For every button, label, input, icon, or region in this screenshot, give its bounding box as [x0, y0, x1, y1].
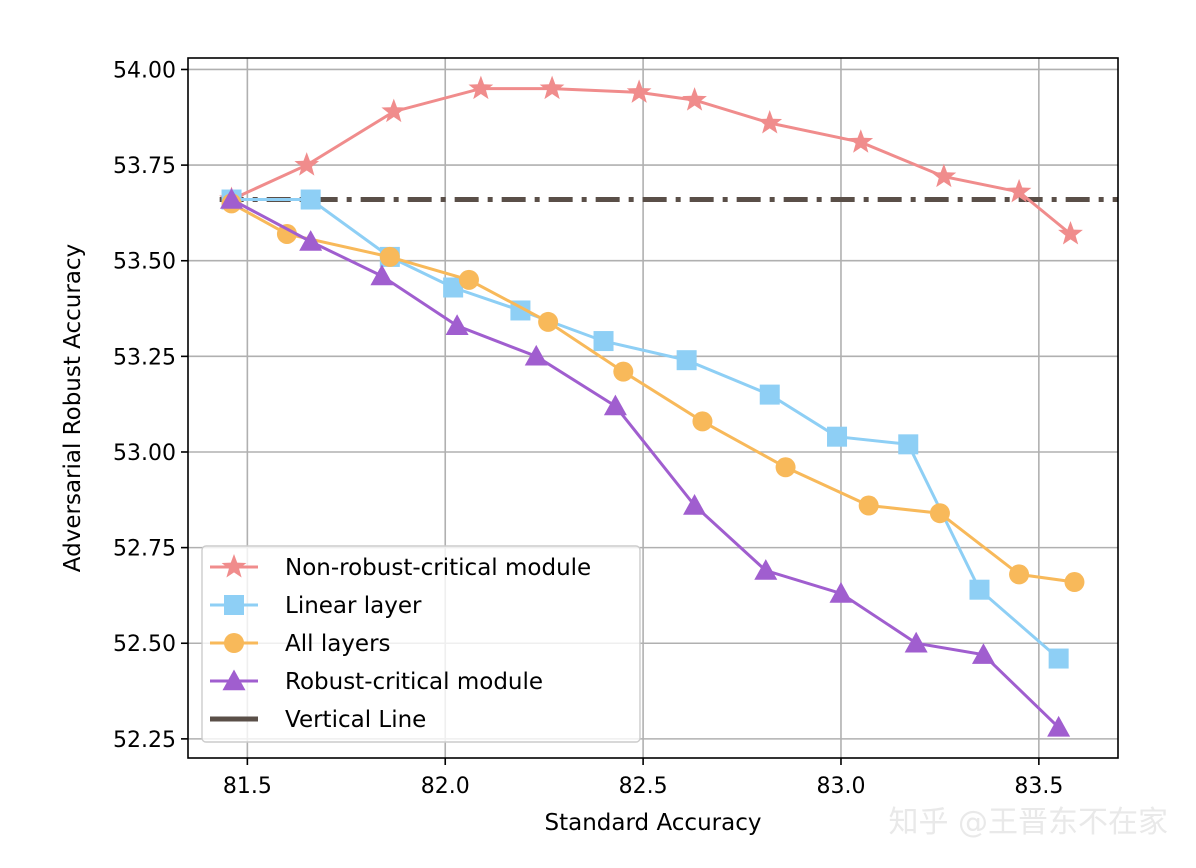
data-point [757, 110, 783, 134]
data-point [1064, 572, 1085, 593]
legend-marker [221, 554, 247, 578]
data-point [294, 152, 320, 176]
x-tick-label: 83.5 [1014, 774, 1063, 799]
y-ticks: 52.25 52.50 52.75 53.00 53.25 53.50 53.75 54.00 [113, 58, 188, 753]
y-tick-label: 52.50 [113, 632, 176, 657]
series-line [230, 202, 1075, 584]
data-point [1006, 178, 1032, 203]
series-triangle [220, 188, 1071, 737]
data-point [593, 331, 614, 352]
legend-frame [201, 545, 641, 743]
legend-marker [222, 669, 246, 691]
data-point [276, 223, 297, 244]
data-point [445, 314, 469, 335]
legend-marker [224, 595, 244, 615]
data-point [603, 394, 627, 416]
legend-label: Linear layer [285, 593, 422, 619]
legend-label: Non-robust-critical module [285, 555, 591, 581]
data-point [370, 264, 394, 286]
data-point [468, 75, 494, 100]
data-point [539, 75, 565, 100]
x-tick-label: 82.0 [421, 774, 470, 799]
data-point [1048, 648, 1069, 669]
x-axis-label: Standard Accuracy [545, 810, 762, 836]
data-point [848, 129, 874, 153]
y-tick-label: 53.50 [113, 250, 176, 275]
x-ticks: 81.5 82.0 82.5 83.0 83.5 [223, 758, 1063, 799]
series-star [219, 75, 1083, 245]
data-point [754, 559, 778, 580]
series-line [230, 198, 1060, 729]
data-point [300, 189, 321, 210]
data-point [971, 643, 995, 664]
data-point [682, 87, 707, 111]
data-point [1047, 715, 1071, 737]
data-point [931, 163, 957, 188]
y-tick-label: 53.00 [113, 441, 176, 466]
data-point [538, 311, 559, 332]
y-tick-label: 52.25 [113, 728, 176, 753]
data-point [443, 277, 464, 298]
data-point [1058, 221, 1083, 245]
series-circle [221, 193, 1085, 593]
data-point [692, 411, 713, 432]
data-point [898, 434, 919, 455]
data-point [458, 269, 479, 290]
data-point [929, 503, 950, 524]
data-point [829, 582, 853, 603]
data-point [775, 457, 796, 478]
legend-label: Vertical Line [285, 707, 426, 733]
data-point [381, 98, 407, 123]
y-tick-label: 52.75 [113, 537, 176, 562]
series-line [231, 198, 1060, 660]
data-point [676, 350, 697, 371]
legend-marker [224, 633, 244, 653]
data-point [683, 494, 707, 515]
plot-frame [187, 57, 1119, 759]
x-tick-label: 81.5 [223, 774, 272, 799]
series-layer [219, 75, 1085, 737]
data-point [379, 246, 400, 267]
data-point [613, 361, 634, 382]
y-tick-label: 54.00 [113, 58, 176, 83]
data-point [904, 631, 928, 653]
legend: Non-robust-critical module Linear layer Al… [201, 545, 641, 743]
data-point [299, 230, 323, 251]
data-point [220, 188, 244, 209]
data-point [969, 579, 990, 600]
watermark: 知乎 @王晋东不在家 [888, 805, 1168, 840]
legend-label: Robust-critical module [285, 669, 543, 695]
data-point [759, 384, 780, 405]
y-axis-label: Adversarial Robust Accuracy [60, 244, 86, 572]
data-point [827, 426, 848, 447]
y-tick-label: 53.25 [113, 345, 176, 370]
y-tick-label: 53.75 [113, 154, 176, 179]
legend-label: All layers [285, 631, 391, 657]
data-point [524, 344, 548, 366]
data-point [1009, 564, 1030, 585]
data-point [626, 79, 652, 103]
x-tick-label: 83.0 [816, 774, 865, 799]
data-point [858, 495, 879, 516]
series-line [230, 87, 1072, 236]
x-tick-label: 82.5 [619, 774, 668, 799]
